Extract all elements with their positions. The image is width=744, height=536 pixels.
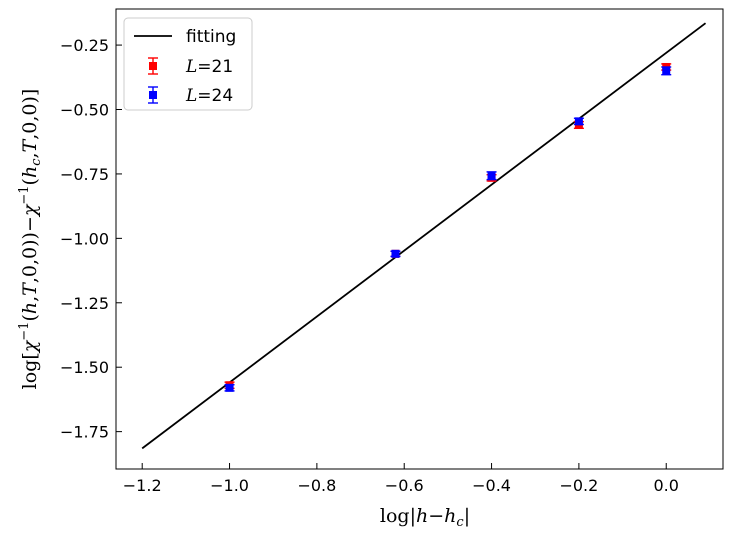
x-tick-label: −0.8 bbox=[297, 476, 336, 495]
y-axis-ticks: −0.25 −0.50 −0.75 −1.00 −1.25 −1.50 −1.75 bbox=[60, 36, 122, 442]
plot-frame bbox=[115, 8, 724, 470]
legend-l21-marker bbox=[148, 57, 158, 75]
y-axis-label: log[χ−1(h,T,0,0))−χ−1(hc,T,0,0)] bbox=[17, 89, 44, 390]
y-tick-label: −0.50 bbox=[60, 101, 109, 120]
fit-layer bbox=[141, 22, 707, 450]
data-point-marker bbox=[662, 66, 671, 75]
legend-l24-marker bbox=[148, 86, 158, 104]
series-layer bbox=[224, 62, 672, 392]
legend: fitting L=21 L=24 bbox=[123, 17, 253, 111]
x-tick-label: −1.2 bbox=[123, 476, 162, 495]
x-axis-ticks: −1.2 −1.0 −0.8 −0.6 −0.4 −0.2 0.0 bbox=[123, 463, 679, 495]
x-tick-label: −0.6 bbox=[385, 476, 424, 495]
data-point-marker bbox=[391, 249, 400, 258]
legend-marker bbox=[149, 62, 157, 70]
series-L24 bbox=[224, 66, 672, 392]
y-tick-label: −1.00 bbox=[60, 229, 109, 248]
legend-fitting-label: fitting bbox=[186, 27, 236, 47]
y-tick-label: −1.50 bbox=[60, 358, 109, 377]
y-tick-label: −1.75 bbox=[60, 423, 109, 442]
fitting-line bbox=[141, 22, 707, 450]
data-point-marker bbox=[487, 171, 496, 180]
legend-l21-label: L=21 bbox=[185, 57, 233, 77]
y-tick-label: −0.75 bbox=[60, 165, 109, 184]
legend-marker bbox=[149, 91, 157, 99]
y-tick-label: −1.25 bbox=[60, 294, 109, 313]
x-tick-label: −0.2 bbox=[559, 476, 598, 495]
y-tick-label: −0.25 bbox=[60, 36, 109, 55]
x-tick-label: −0.4 bbox=[472, 476, 511, 495]
x-tick-label: −1.0 bbox=[210, 476, 249, 495]
x-axis-label: log|h−hc| bbox=[380, 505, 470, 530]
data-point-marker bbox=[574, 117, 583, 126]
legend-l24-label: L=24 bbox=[185, 86, 233, 106]
x-tick-label: 0.0 bbox=[654, 476, 679, 495]
data-point-marker bbox=[225, 383, 234, 392]
